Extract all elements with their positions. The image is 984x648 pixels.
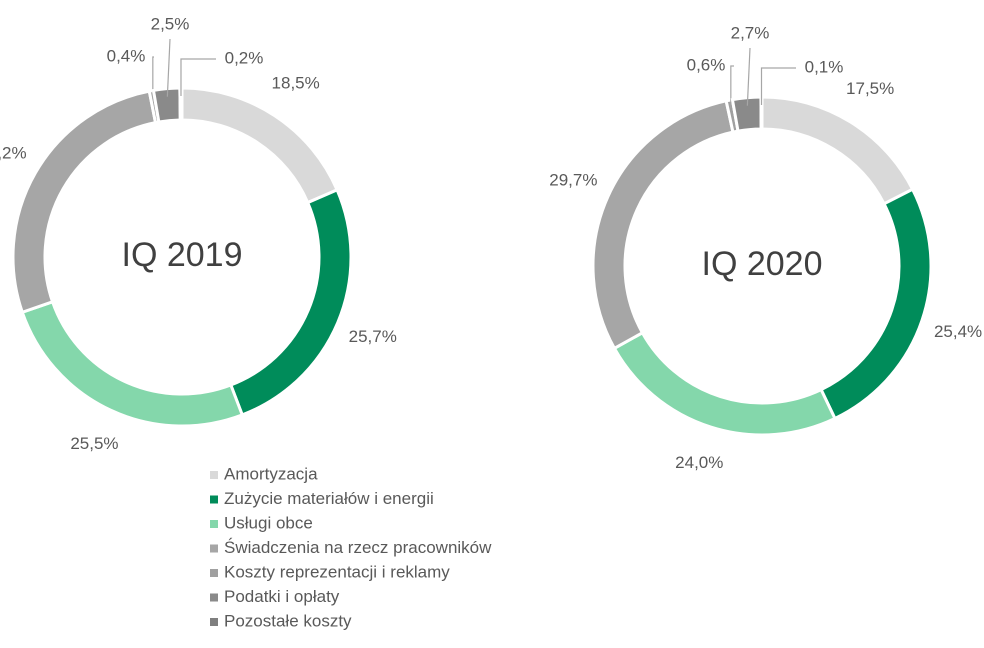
donut-segment [180, 86, 340, 205]
legend-label: Amortyzacja [224, 464, 318, 483]
donut-segment [20, 299, 245, 428]
data-label: 25,5% [70, 434, 118, 453]
leader-line [730, 65, 734, 109]
legend-label: Świadczenia na rzecz pracowników [224, 538, 492, 557]
data-label: 18,5% [272, 73, 320, 92]
legend-marker [210, 471, 218, 479]
legend-marker [210, 544, 218, 553]
donut-segment [730, 95, 763, 133]
data-label: 0,2% [225, 48, 264, 67]
donut-segment [591, 99, 735, 351]
data-label: 2,5% [151, 14, 190, 33]
center-label: IQ 2020 [702, 245, 823, 283]
donut-segment [11, 89, 158, 315]
data-label: 25,4% [934, 322, 982, 341]
data-label: 0,4% [107, 46, 146, 65]
leader-line [180, 58, 216, 97]
legend-label: Zużycie materiałów i energii [224, 489, 434, 508]
donut-segment [151, 86, 182, 124]
data-label: 17,5% [846, 79, 894, 98]
data-label: 2,7% [731, 23, 770, 42]
donut-segment [612, 330, 837, 437]
legend-marker [210, 520, 218, 528]
data-label: 27,2% [0, 143, 27, 162]
data-label: 25,7% [349, 327, 397, 346]
donut-segment [760, 95, 915, 206]
data-label: 24,0% [675, 453, 723, 472]
legend-marker [210, 495, 218, 504]
legend-label: Podatki i opłaty [224, 587, 340, 606]
center-label: IQ 2019 [122, 236, 243, 274]
data-label: 0,6% [687, 55, 726, 74]
legend-marker [210, 593, 218, 602]
legend-marker [210, 569, 218, 577]
leader-line [746, 47, 751, 106]
leader-line [152, 56, 154, 99]
legend-label: Koszty reprezentacji i reklamy [224, 562, 450, 581]
leader-line [760, 67, 796, 106]
legend-marker [210, 618, 218, 626]
data-label: 29,7% [549, 170, 597, 189]
leader-line [166, 38, 171, 97]
donut-segment [228, 187, 353, 417]
data-label: 0,1% [805, 57, 844, 76]
legend-label: Pozostałe koszty [224, 611, 352, 630]
legend-label: Usługi obce [224, 513, 313, 532]
donut-segment [819, 187, 933, 421]
